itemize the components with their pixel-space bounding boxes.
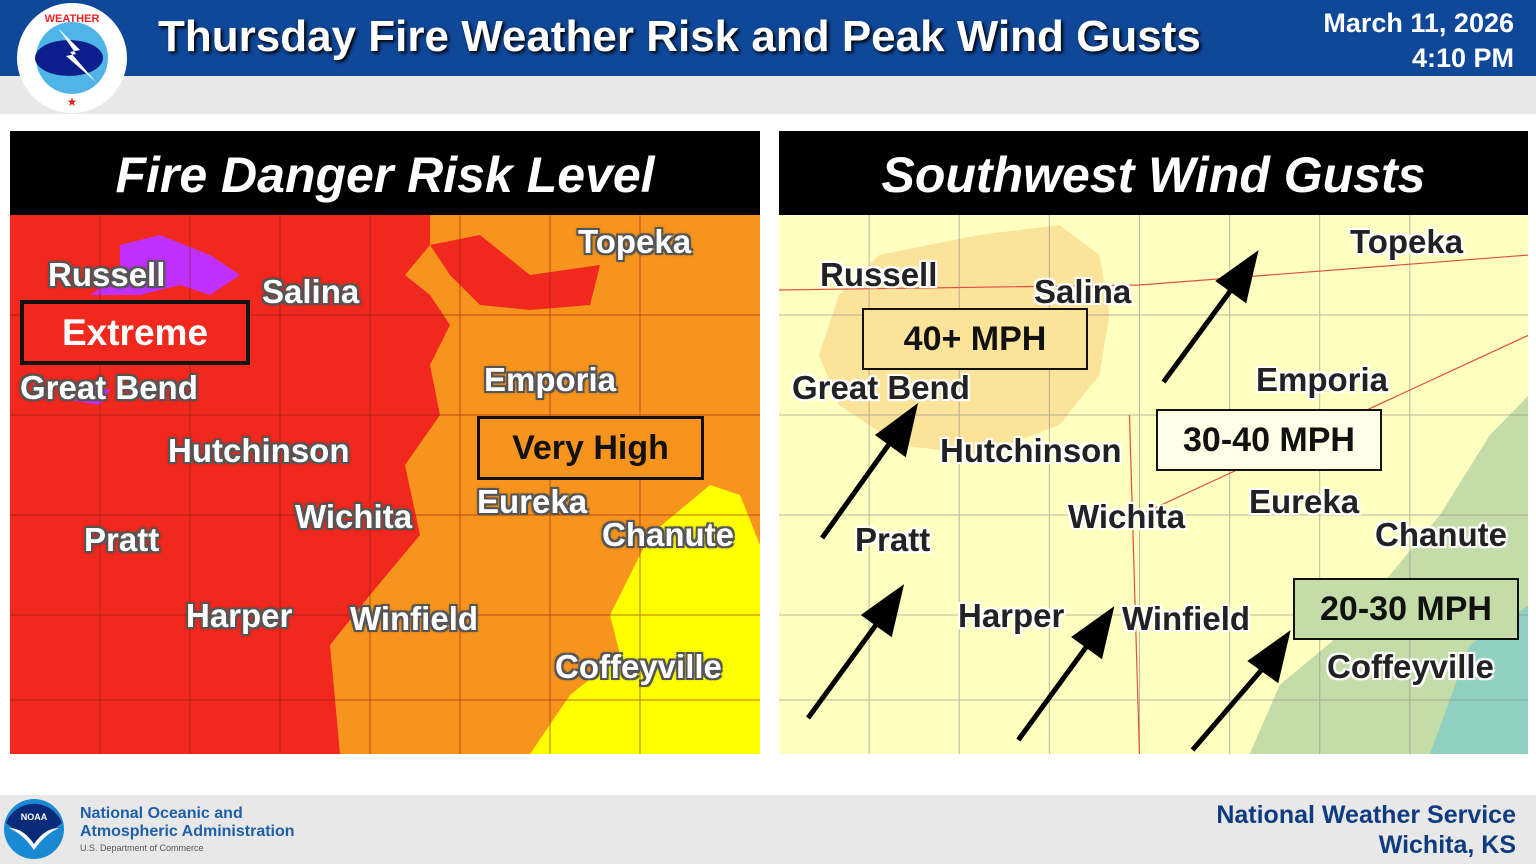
city-label: Wichita xyxy=(1068,498,1186,535)
city-label: Great Bend xyxy=(792,369,970,406)
city-label: Eureka xyxy=(477,483,588,520)
nws-logo: WEATHER ★ xyxy=(17,3,127,113)
city-label: Hutchinson xyxy=(940,432,1122,469)
noaa-line1: National Oceanic and xyxy=(80,805,243,822)
city-label: Wichita xyxy=(295,498,413,535)
city-label: Coffeyville xyxy=(555,648,722,685)
city-label: Emporia xyxy=(1256,361,1389,398)
wind-arrow-icons xyxy=(806,250,1291,752)
page-title: Thursday Fire Weather Risk and Peak Wind… xyxy=(158,12,1201,61)
city-label: Salina xyxy=(1034,273,1132,310)
extreme-area-north xyxy=(430,235,600,310)
city-label: Pratt xyxy=(84,521,160,558)
city-label: Salina xyxy=(262,273,360,310)
city-label: Hutchinson xyxy=(168,432,350,469)
city-label: Russell xyxy=(820,256,938,293)
very-high-label: Very High xyxy=(477,416,704,480)
fire-danger-title: Fire Danger Risk Level xyxy=(10,131,760,215)
high-area xyxy=(530,485,760,754)
svg-text:★: ★ xyxy=(67,95,78,109)
noaa-logo: NOAA xyxy=(4,799,64,859)
city-label: Topeka xyxy=(1350,223,1464,260)
header-subbar xyxy=(0,76,1536,114)
city-label: Great Bend xyxy=(20,369,198,406)
city-label: Winfield xyxy=(350,600,479,637)
svg-text:NOAA: NOAA xyxy=(21,812,48,822)
footer: NOAA National Oceanic and Atmospheric Adm… xyxy=(0,795,1536,864)
critical-area xyxy=(90,235,240,295)
noaa-name: National Oceanic and Atmospheric Administ… xyxy=(80,805,295,841)
gust-teal-area xyxy=(1429,605,1528,754)
county-lines xyxy=(779,215,1528,754)
issue-datetime: March 11, 2026 4:10 PM xyxy=(1323,6,1514,76)
gust-40-plus-label: 40+ MPH xyxy=(862,308,1088,370)
city-label: Eureka xyxy=(1249,483,1360,520)
city-label: Coffeyville xyxy=(1327,648,1494,685)
office-line2: Wichita, KS xyxy=(1378,831,1516,859)
issue-time: 4:10 PM xyxy=(1411,43,1514,73)
city-label: Harper xyxy=(958,597,1065,634)
city-label: Harper xyxy=(186,597,293,634)
gust-20-30-label: 20-30 MPH xyxy=(1293,578,1519,640)
city-label: Chanute xyxy=(1375,516,1507,553)
extreme-label: Extreme xyxy=(20,300,250,365)
header-bar xyxy=(0,0,1536,76)
wind-gust-panel: Southwest Wind Gusts xyxy=(779,131,1528,754)
issue-date: March 11, 2026 xyxy=(1323,8,1514,38)
wind-gust-title: Southwest Wind Gusts xyxy=(779,131,1528,215)
city-label: Emporia xyxy=(484,361,617,398)
office-line1: National Weather Service xyxy=(1216,801,1516,829)
city-label: Winfield xyxy=(1122,600,1251,637)
county-lines xyxy=(10,215,760,754)
city-label: Chanute xyxy=(602,516,734,553)
city-label: Russell xyxy=(48,256,166,293)
office-name: National Weather Service Wichita, KS xyxy=(1216,800,1516,860)
city-label: Topeka xyxy=(578,223,692,260)
noaa-department: U.S. Department of Commerce xyxy=(80,843,204,853)
noaa-line2: Atmospheric Administration xyxy=(80,823,295,840)
svg-text:WEATHER: WEATHER xyxy=(45,13,100,25)
gust-30-40-label: 30-40 MPH xyxy=(1156,409,1382,471)
city-label: Pratt xyxy=(855,521,931,558)
wind-gust-map xyxy=(779,215,1528,754)
